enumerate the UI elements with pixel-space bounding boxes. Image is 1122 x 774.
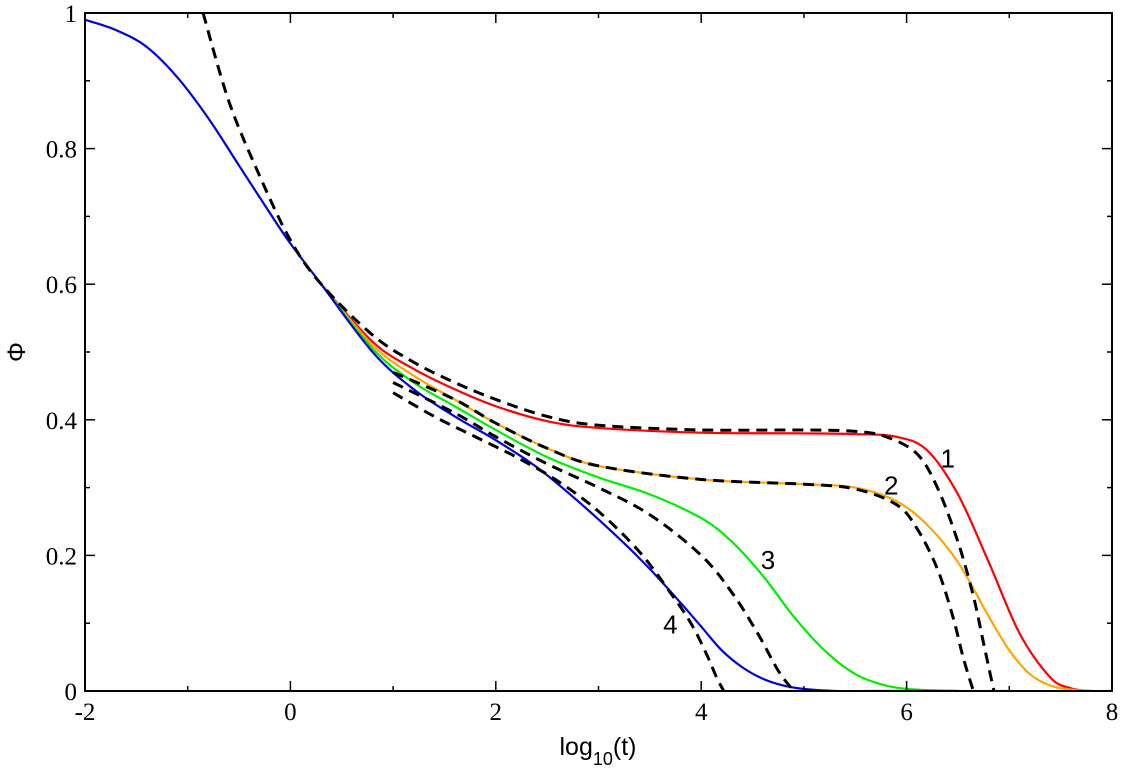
curve-2-solid-line: [320, 283, 1112, 691]
x-tick-label: 6: [900, 699, 913, 726]
curves-group: [85, 13, 1112, 691]
curve-4-solid-line: [85, 18, 958, 691]
y-tick-label: 0.8: [46, 137, 77, 164]
y-axis-title: Φ: [3, 342, 31, 362]
curve-2-dashed-line: [392, 370, 975, 691]
x-axis-title: log10(t): [559, 733, 636, 769]
y-tick-label: 1: [65, 1, 78, 28]
curve-label-1: 1: [940, 443, 954, 473]
curve-1-solid-line: [320, 283, 1112, 691]
plot-frame: [84, 12, 1113, 692]
x-tick-label: 2: [490, 699, 503, 726]
curve-3-dashed-line: [392, 381, 795, 691]
x-axis-title-subscript: 10: [593, 749, 613, 769]
y-tick-label: 0.6: [46, 272, 77, 299]
curve-label-4: 4: [663, 609, 677, 639]
x-tick-label: -2: [75, 699, 96, 726]
tick-labels-group: -2 0 2 4 6 800.20.40.60.81: [46, 1, 1119, 726]
curve-1-dashed-line: [201, 13, 996, 691]
curve-3-solid-line: [320, 283, 1010, 691]
y-tick-label: 0.4: [46, 408, 78, 435]
x-axis-title-base: log: [559, 733, 592, 761]
y-tick-label: 0.2: [46, 543, 77, 570]
curve-labels-group: 1 2 3 4: [663, 443, 955, 639]
ticks-group: [84, 12, 1113, 692]
curve-label-2: 2: [884, 470, 898, 500]
x-tick-label: 4: [695, 699, 708, 726]
y-tick-label: 0: [65, 679, 78, 706]
x-axis-title-rest: (t): [613, 733, 637, 761]
x-tick-label: 0: [284, 699, 297, 726]
curve-4-dashed-line: [392, 391, 726, 691]
x-tick-label: 8: [1106, 699, 1119, 726]
curve-label-3: 3: [761, 545, 775, 575]
